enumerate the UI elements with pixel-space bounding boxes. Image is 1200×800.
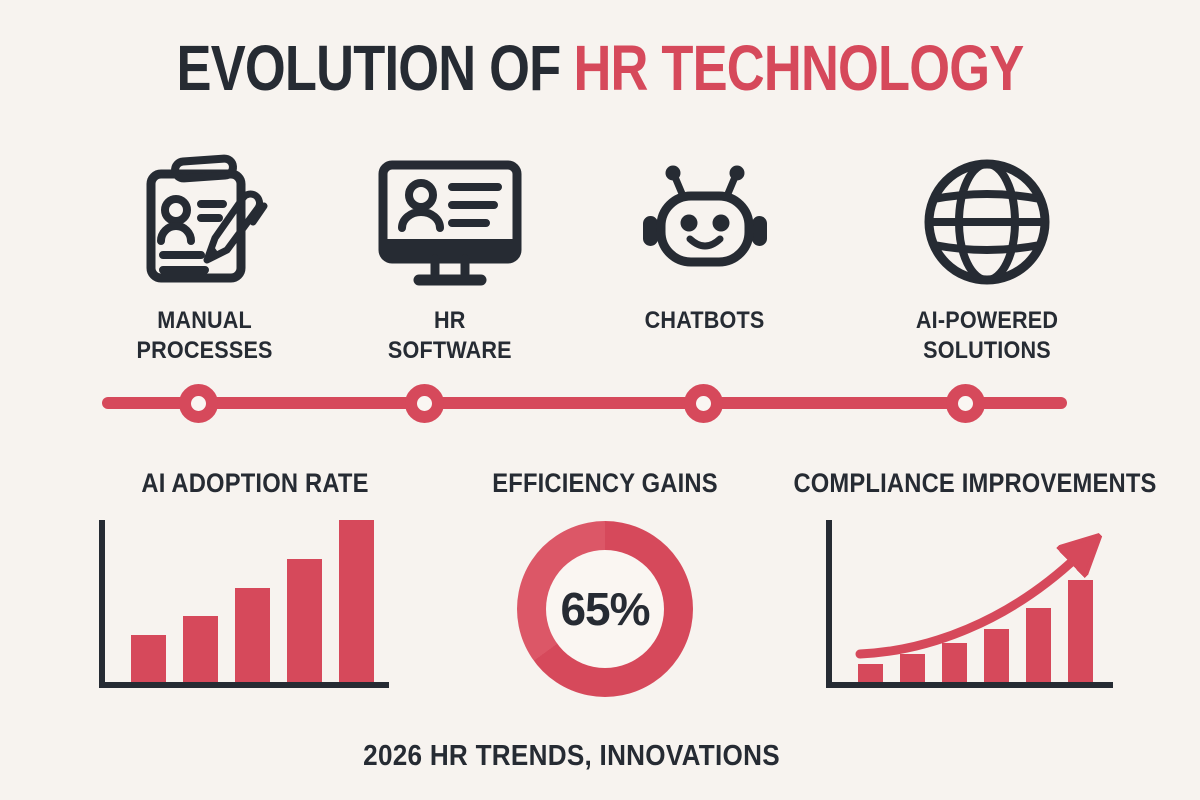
bar — [339, 520, 374, 682]
compliance-bars — [832, 520, 1113, 682]
stage-label: HR SOFTWARE — [388, 307, 512, 364]
stat-title-ai-adoption: AI ADOPTION RATE — [141, 468, 369, 498]
bar — [984, 629, 1009, 682]
ai-adoption-chart — [99, 520, 389, 688]
donut-value: 65% — [560, 583, 650, 635]
ai-adoption-bars — [105, 520, 389, 682]
bar — [1026, 608, 1051, 682]
stat-title-efficiency: EFFICIENCY GAINS — [492, 468, 718, 498]
footer-text: 2026 HR TRENDS, INNOVATIONS — [363, 740, 781, 772]
timeline-node — [179, 384, 218, 423]
bar — [287, 559, 322, 682]
trend-arrow-icon — [855, 520, 1119, 659]
clipboard-pen-icon — [135, 152, 275, 292]
timeline-node — [405, 384, 444, 423]
bar — [131, 635, 166, 682]
stage-label: MANUAL PROCESSES — [136, 307, 274, 364]
bar — [1068, 580, 1093, 682]
stage-chatbots: CHATBOTS — [585, 152, 825, 336]
bar — [900, 654, 925, 682]
timeline-node — [684, 384, 723, 423]
compliance-chart — [826, 520, 1113, 688]
bar — [942, 643, 967, 682]
title-highlight: HR TECHNOLOGY — [573, 32, 1024, 104]
timeline-line — [102, 397, 1067, 409]
stage-hr-software: HR SOFTWARE — [330, 152, 570, 366]
efficiency-donut-ring: 65% — [517, 521, 693, 697]
bar — [235, 588, 270, 682]
stage-ai-powered-solutions: AI-POWERED SOLUTIONS — [867, 152, 1107, 366]
stat-title-compliance: COMPLIANCE IMPROVEMENTS — [793, 468, 1157, 498]
monitor-profile-icon — [374, 152, 526, 292]
stage-label: AI-POWERED SOLUTIONS — [915, 307, 1059, 364]
donut-hole: 65% — [546, 550, 664, 668]
timeline-node — [946, 384, 985, 423]
bar — [858, 664, 883, 682]
stage-label: CHATBOTS — [645, 307, 765, 334]
title-prefix: EVOLUTION OF — [176, 32, 562, 104]
footer: 2026 HR TRENDS, INNOVATIONS — [0, 740, 1172, 773]
robot-icon — [635, 152, 775, 292]
stage-manual-processes: MANUAL PROCESSES — [85, 152, 325, 366]
bar — [183, 616, 218, 682]
globe-icon — [917, 152, 1057, 292]
page-title: EVOLUTION OF HR TECHNOLOGY — [108, 36, 1092, 100]
